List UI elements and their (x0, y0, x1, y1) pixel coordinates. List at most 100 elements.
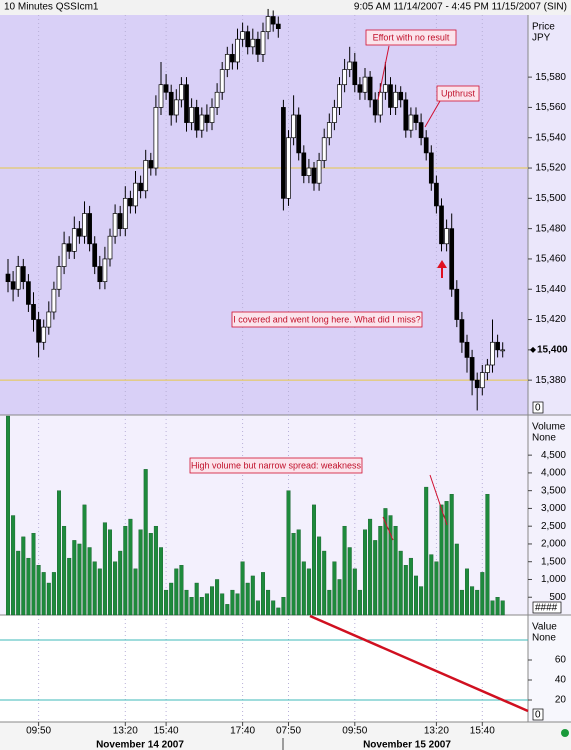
volume-bar (240, 561, 245, 616)
candle-body (490, 341, 495, 366)
candle-body (102, 258, 108, 283)
volume-axis-bg (528, 415, 571, 615)
candle-body (245, 31, 251, 48)
volume-bar (72, 540, 77, 616)
volume-bar (174, 568, 179, 616)
axis-label: None (532, 633, 556, 644)
volume-bar (470, 586, 475, 616)
candle-body (326, 122, 332, 139)
candle-body (281, 107, 286, 199)
volume-bar (209, 586, 214, 616)
volume-bar (296, 529, 301, 616)
volume-bar (383, 508, 388, 616)
volume-bar (408, 557, 413, 616)
last-price-marker (530, 346, 536, 353)
y-tick-label: 4,500 (541, 450, 566, 461)
corner-box (532, 708, 544, 721)
volume-bar (5, 415, 10, 616)
volume-bar (51, 572, 56, 616)
date-label: November 14 2007 (96, 740, 184, 750)
volume-bar (36, 565, 41, 616)
volume-bar (434, 561, 439, 616)
volume-bar (373, 540, 378, 616)
candle-body (20, 266, 26, 283)
candle-body (224, 54, 230, 70)
candle-body (265, 16, 271, 33)
volume-bar (271, 600, 276, 616)
x-tick-label: 17:40 (230, 726, 255, 737)
candle-body (321, 137, 327, 161)
volume-bar (31, 533, 36, 616)
y-tick-label: 40 (555, 675, 567, 686)
volume-bar (480, 572, 485, 616)
volume-bar (444, 501, 449, 616)
volume-bar (16, 550, 21, 616)
volume-bar (67, 557, 72, 616)
candle-body (235, 38, 240, 63)
candle-body (434, 182, 439, 207)
x-axis-bg (0, 722, 571, 750)
candle-body (122, 197, 128, 229)
candle-body (117, 213, 123, 229)
volume-bar (306, 568, 311, 616)
volume-bar (301, 561, 306, 616)
volume-bar (26, 557, 31, 616)
candle-body (250, 38, 256, 48)
candle-body (51, 288, 57, 313)
annotation-box (365, 29, 457, 46)
volume-bar (92, 561, 97, 616)
volume-bar (194, 582, 199, 616)
volume-bar (449, 494, 454, 616)
candle-body (449, 228, 455, 290)
volume-bar (286, 490, 291, 616)
candle-body (179, 84, 184, 101)
y-tick-label: 15,580 (535, 72, 566, 83)
corner-label: 0 (535, 403, 541, 414)
candle-body (46, 311, 52, 328)
volume-bar (102, 522, 107, 616)
volume-bar (97, 568, 102, 616)
candle-body (153, 107, 159, 169)
x-tick-label: 13:20 (113, 726, 138, 737)
candle-body (286, 137, 291, 199)
candle-body (439, 205, 444, 245)
price-axis-bg (528, 15, 571, 415)
candle-body (128, 197, 133, 207)
y-tick-label: 1,500 (541, 556, 566, 567)
header-left: 10 Minutes QSSIcm1 (4, 2, 99, 13)
x-tick-label: 13:20 (424, 726, 449, 737)
header-bar (0, 0, 571, 15)
status-dot (561, 729, 569, 737)
candle-body (133, 182, 138, 207)
y-tick-label: 15,420 (535, 314, 566, 325)
candle-body (428, 152, 434, 184)
candle-body (41, 326, 47, 343)
volume-bar (82, 504, 87, 616)
volume-bar (235, 593, 240, 616)
y-tick-label: 500 (549, 592, 566, 603)
candle-body (296, 114, 302, 154)
volume-bar (220, 593, 225, 616)
volume-bar (398, 550, 403, 616)
annotation-box (189, 457, 363, 474)
candle-body (444, 228, 449, 245)
volume-bar (46, 582, 51, 616)
corner-box (532, 601, 562, 614)
volume-bar (118, 550, 123, 616)
candle-body (15, 266, 21, 290)
volume-bar (332, 561, 337, 616)
candle-body (500, 349, 506, 352)
volume-bar (312, 504, 317, 616)
y-tick-label: 1,000 (541, 574, 566, 585)
candle-body (398, 91, 404, 101)
volume-bar (199, 597, 204, 616)
annotation: High volume but narrow spread: weakness (191, 460, 362, 470)
volume-bar (107, 529, 112, 616)
y-tick-label: 2,500 (541, 521, 566, 532)
volume-bar (459, 589, 464, 616)
candle-body (311, 167, 317, 184)
candle-body (194, 107, 200, 131)
volume-bar (169, 582, 174, 616)
volume-bar (245, 582, 250, 616)
volume-bar (357, 589, 362, 616)
